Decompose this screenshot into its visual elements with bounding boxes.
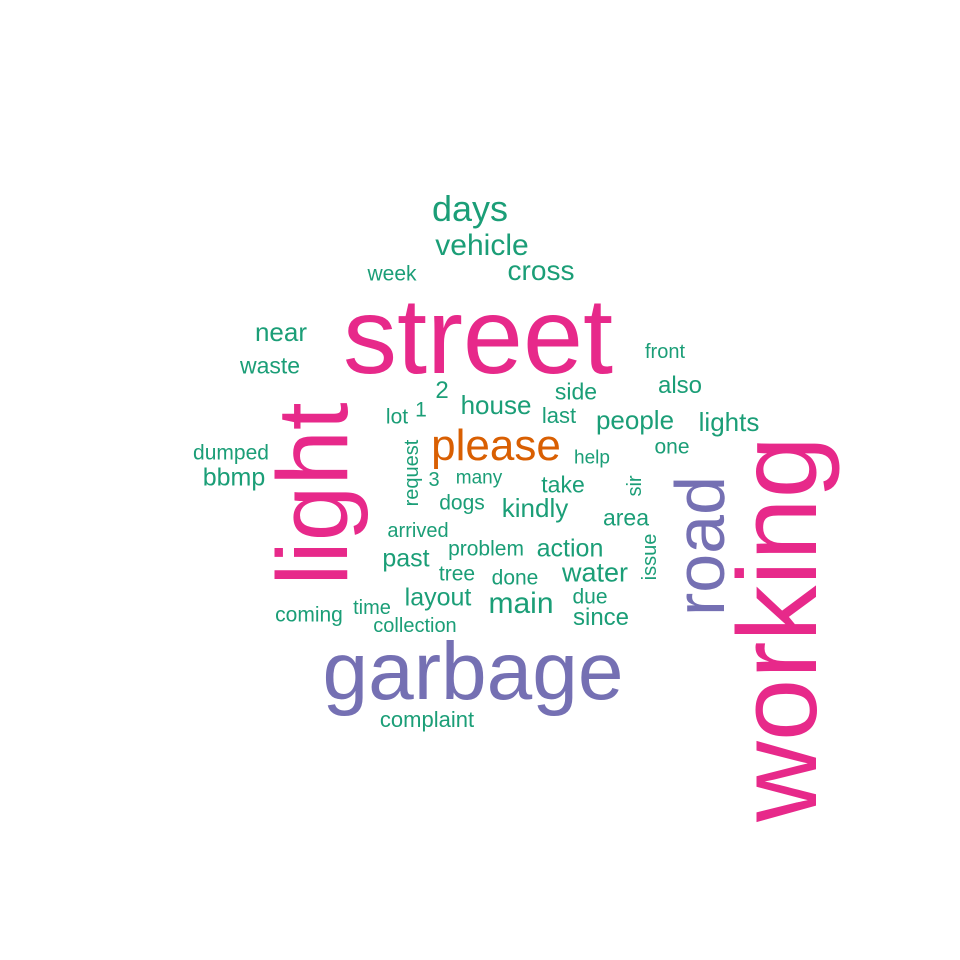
word-dumped: dumped (193, 441, 269, 465)
word-done: done (491, 566, 539, 590)
word-tree: tree (438, 562, 476, 586)
word-complaint: complaint (379, 707, 475, 732)
word-lights: lights (698, 407, 760, 437)
word-also: also (657, 372, 703, 399)
word-time: time (353, 597, 391, 619)
word-week: week (367, 262, 417, 286)
word-garbage: garbage (322, 626, 624, 717)
word-house: house (460, 390, 532, 420)
word-front: front (644, 341, 686, 363)
word-kindly: kindly (501, 493, 569, 523)
word-action: action (536, 534, 604, 563)
word-light: light (257, 402, 369, 586)
word-last: last (541, 403, 577, 428)
word-bbmp: bbmp (202, 463, 266, 492)
word-vehicle: vehicle (435, 229, 529, 262)
word-main: main (488, 587, 554, 620)
word-since: since (572, 604, 630, 631)
word-waste: waste (239, 352, 301, 379)
word-due: due (572, 585, 608, 609)
word-one: one (654, 435, 690, 459)
word-many: many (455, 467, 503, 489)
word-please: please (431, 421, 561, 470)
word-3: 3 (428, 469, 440, 491)
word-1: 1 (415, 398, 427, 422)
word-arrived: arrived (387, 520, 449, 542)
word-sir: sir (624, 475, 646, 497)
word-street: street (342, 275, 614, 396)
word-past: past (382, 544, 430, 573)
word-road: road (661, 475, 739, 617)
word-coming: coming (275, 603, 343, 627)
word-near: near (254, 317, 308, 347)
word-help: help (574, 447, 610, 469)
word-take: take (541, 471, 585, 498)
word-issue: issue (639, 533, 661, 581)
word-lot: lot (385, 405, 409, 429)
word-area: area (602, 504, 650, 531)
word-days: days (431, 188, 509, 229)
word-request: request (401, 439, 423, 507)
word-layout: layout (404, 583, 472, 612)
word-people: people (595, 405, 675, 435)
word-side: side (554, 378, 598, 405)
word-dogs: dogs (439, 491, 485, 515)
word-collection: collection (373, 615, 457, 637)
word-2: 2 (435, 377, 449, 404)
word-water: water (561, 557, 629, 588)
word-problem: problem (448, 537, 524, 561)
word-cross: cross (507, 255, 575, 286)
